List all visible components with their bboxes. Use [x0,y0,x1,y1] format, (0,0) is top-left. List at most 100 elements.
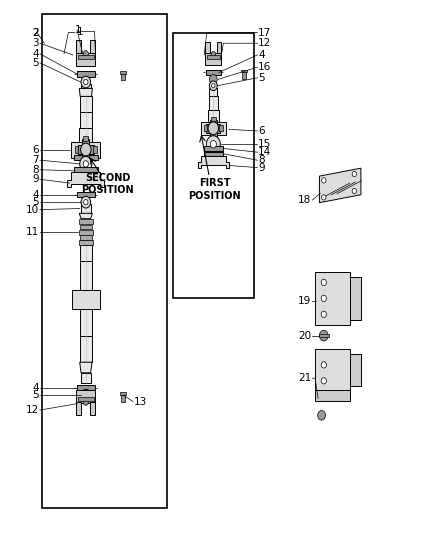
Bar [204,147,223,151]
Bar [80,112,92,128]
Bar [205,53,222,64]
Bar [211,136,216,140]
Bar [74,155,98,160]
Bar [315,390,350,401]
Circle shape [318,410,325,420]
Circle shape [83,51,88,57]
Bar [80,96,92,112]
Text: 8: 8 [32,165,39,175]
Bar [81,204,91,213]
Circle shape [321,195,326,200]
Bar [241,70,247,72]
Circle shape [321,377,326,384]
Circle shape [81,389,91,401]
Circle shape [210,141,216,148]
Circle shape [321,311,326,318]
Polygon shape [79,88,92,96]
Bar [72,290,100,309]
Circle shape [352,171,357,176]
Circle shape [83,399,88,405]
Circle shape [83,161,88,167]
Bar [83,136,88,141]
Bar [242,72,246,79]
Bar [315,349,350,391]
Circle shape [81,143,91,156]
Circle shape [321,362,326,368]
Text: 20: 20 [298,330,311,341]
Text: 4: 4 [32,190,39,200]
Bar [77,385,95,390]
Bar [80,235,92,240]
Bar [79,219,93,224]
Text: 4: 4 [258,50,265,60]
Text: 10: 10 [26,205,39,215]
Text: 2: 2 [32,28,39,38]
Text: 5: 5 [32,58,39,68]
Text: 4: 4 [32,383,39,393]
Text: 5: 5 [258,73,265,83]
Circle shape [319,330,328,341]
Bar [209,88,217,96]
Text: 5: 5 [32,197,39,207]
Bar [120,71,126,74]
Circle shape [209,75,217,84]
Text: 8: 8 [258,155,265,165]
Bar [318,334,329,337]
Polygon shape [79,213,92,219]
Bar [42,14,166,508]
Bar [210,120,217,137]
Bar [75,147,78,153]
Circle shape [209,81,217,91]
Bar [173,33,254,298]
Bar [71,142,100,158]
Circle shape [321,279,326,286]
Text: 11: 11 [26,227,39,237]
Circle shape [80,157,92,171]
Bar [81,373,91,383]
Bar [219,125,223,132]
Text: 16: 16 [258,62,272,72]
Bar [82,140,89,160]
Bar [211,117,216,121]
Bar [204,152,223,156]
Polygon shape [67,172,104,187]
Text: 21: 21 [298,373,311,383]
Circle shape [81,76,91,88]
Bar [79,240,93,245]
Bar [80,224,92,229]
Polygon shape [80,362,92,373]
Bar [78,55,94,59]
Text: 2: 2 [32,28,39,38]
Bar [201,122,226,135]
Circle shape [212,84,215,88]
Text: 4: 4 [32,49,39,59]
Bar [80,309,92,336]
Circle shape [208,122,219,135]
Circle shape [84,79,88,85]
Bar [206,124,220,133]
Circle shape [321,177,326,183]
Text: 5: 5 [32,390,39,400]
Bar [207,55,220,59]
Bar [76,402,81,415]
Bar [83,159,88,163]
Bar [80,245,92,261]
Bar [78,397,94,401]
Bar [76,53,95,66]
Text: 9: 9 [258,163,265,173]
Bar [204,125,207,132]
Text: 3: 3 [32,38,39,48]
Circle shape [321,295,326,302]
Bar [350,277,361,320]
Bar [315,272,350,325]
Bar [77,192,95,197]
Circle shape [206,136,220,153]
Bar [76,390,95,403]
Bar [79,230,93,235]
Circle shape [352,188,357,193]
Text: 17: 17 [258,28,272,38]
Text: 19: 19 [298,296,311,306]
Bar [81,84,91,88]
Circle shape [84,199,88,205]
Bar [120,392,126,395]
